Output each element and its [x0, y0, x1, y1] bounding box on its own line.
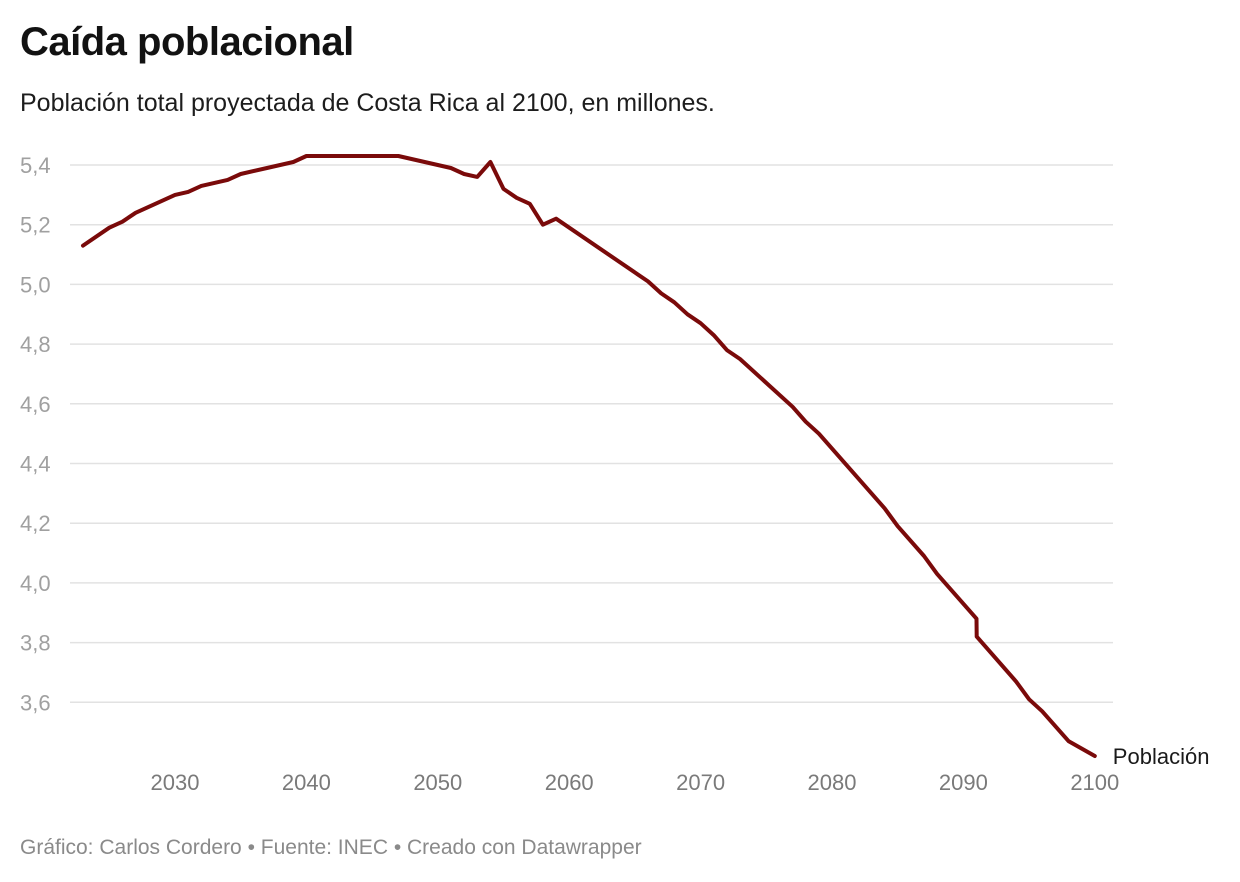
y-axis-ticks: 3,6 3,8 4,0 4,2 4,4 4,6 4,8 5,0 5,2 5,4 [20, 153, 51, 715]
x-axis-ticks: 2030 2040 2050 2060 2070 2080 2090 2100 [151, 770, 1120, 795]
series-line-poblacion [81, 154, 1097, 758]
y-tick-label: 4,8 [20, 332, 51, 357]
x-tick-label: 2050 [413, 770, 462, 795]
x-tick-label: 2080 [808, 770, 857, 795]
chart-title: Caída poblacional [20, 20, 354, 64]
x-tick-label: 2040 [282, 770, 331, 795]
chart-subtitle: Población total proyectada de Costa Rica… [20, 89, 715, 117]
y-tick-label: 4,0 [20, 571, 51, 596]
y-tick-label: 3,6 [20, 690, 51, 715]
series-label: Población [1113, 744, 1210, 769]
x-tick-label: 2060 [545, 770, 594, 795]
y-tick-label: 4,6 [20, 392, 51, 417]
chart-footer: Gráfico: Carlos Cordero • Fuente: INEC •… [20, 836, 642, 860]
x-tick-label: 2070 [676, 770, 725, 795]
y-tick-label: 4,2 [20, 511, 51, 536]
y-tick-label: 5,0 [20, 272, 51, 297]
x-tick-label: 2090 [939, 770, 988, 795]
y-tick-label: 3,8 [20, 631, 51, 656]
y-tick-label: 5,4 [20, 153, 51, 178]
x-tick-label: 2100 [1070, 770, 1119, 795]
series-layer: Población [81, 154, 1210, 769]
y-tick-label: 4,4 [20, 452, 51, 477]
y-tick-label: 5,2 [20, 213, 51, 238]
gridlines [70, 164, 1113, 704]
footer-credit: Gráfico: Carlos Cordero • Fuente: INEC •… [20, 836, 642, 859]
x-tick-label: 2030 [151, 770, 200, 795]
